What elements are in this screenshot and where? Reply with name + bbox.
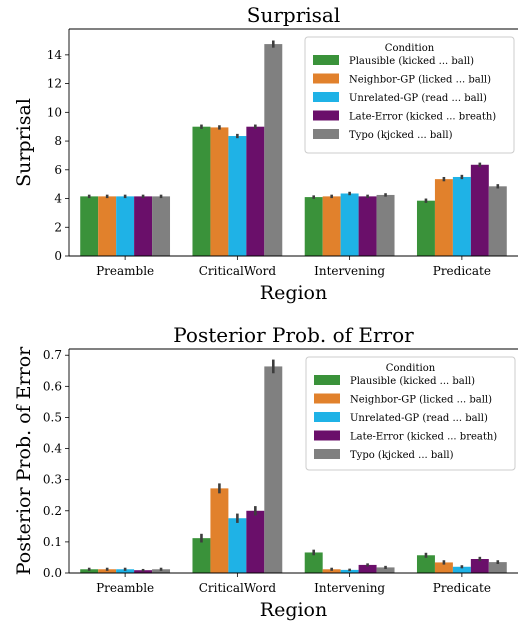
bar-predicate-series-3 — [452, 176, 471, 256]
legend-swatch — [313, 73, 339, 84]
bar-predicate-series-3 — [452, 566, 471, 573]
bar-predicate-series-1 — [416, 200, 435, 256]
legend-swatch — [313, 110, 339, 121]
bar-preamble-series-2 — [98, 569, 117, 573]
bar-predicate-series-2 — [434, 562, 453, 573]
bar-intervening-series-5 — [376, 567, 395, 573]
legend-swatch — [314, 430, 340, 441]
x-tick-label: CriticalWord — [199, 264, 277, 278]
y-tick-label: 4 — [54, 192, 62, 206]
bar-criticalword-series-1 — [192, 538, 211, 573]
x-tick-label: Predicate — [433, 581, 491, 595]
bar-intervening-series-3 — [340, 569, 359, 573]
bar-preamble-series-5 — [152, 196, 171, 256]
legend-entry: Neighbor-GP (licked ... ball) — [350, 395, 492, 406]
x-tick-label: CriticalWord — [199, 581, 277, 595]
bar-intervening-series-3 — [340, 193, 359, 256]
legend-entry: Neighbor-GP (licked ... ball) — [349, 75, 491, 86]
chart-title: Posterior Prob. of Error — [173, 323, 414, 347]
legend-entry: Late-Error (kicked ... breath) — [349, 112, 496, 123]
bar-predicate-series-4 — [470, 559, 489, 573]
y-tick-label: 12 — [47, 77, 62, 91]
x-tick-label: Preamble — [96, 264, 154, 278]
bar-predicate-series-1 — [416, 555, 435, 573]
y-tick-label: 0.4 — [43, 442, 62, 456]
legend-entry: Late-Error (kicked ... breath) — [350, 432, 497, 443]
legend-frame — [305, 356, 516, 471]
bar-intervening-series-2 — [322, 569, 341, 573]
bar-intervening-series-1 — [304, 552, 323, 573]
bar-preamble-series-4 — [134, 570, 153, 573]
legend-swatch — [313, 92, 339, 102]
legend-swatch — [314, 393, 340, 404]
legend-entry: Typo (kjcked ... ball) — [349, 130, 453, 141]
y-tick-label: 6 — [54, 163, 62, 177]
x-tick-label: Preamble — [96, 581, 154, 595]
y-tick-label: 0 — [54, 249, 62, 263]
bar-preamble-series-1 — [80, 196, 99, 256]
y-tick-label: 0.2 — [43, 504, 62, 518]
y-tick-label: 0.6 — [43, 379, 62, 393]
legend-entry: Unrelated-GP (read ... ball) — [350, 413, 488, 424]
legend-title: Condition — [386, 363, 436, 374]
legend-swatch — [313, 129, 339, 139]
bar-intervening-series-2 — [322, 196, 341, 256]
bar-predicate-series-4 — [470, 164, 489, 256]
y-tick-label: 14 — [47, 48, 63, 62]
bar-predicate-series-5 — [488, 562, 507, 573]
legend-swatch — [314, 412, 340, 422]
bar-criticalword-series-5 — [264, 44, 283, 256]
y-tick-label: 0.1 — [43, 535, 62, 549]
legend: Condition Plausible (kicked ... ball) Neig… — [305, 356, 516, 471]
bar-criticalword-series-4 — [246, 510, 265, 573]
bar-intervening-series-5 — [376, 194, 395, 256]
x-tick-label: Intervening — [314, 581, 385, 595]
legend-swatch — [314, 449, 340, 459]
legend-entry: Typo (kjcked ... ball) — [350, 450, 454, 461]
legend: Condition Plausible (kicked ... ball) Neig… — [304, 36, 515, 154]
legend-entry: Unrelated-GP (read ... ball) — [349, 93, 487, 104]
bar-preamble-series-4 — [134, 196, 153, 256]
y-axis-label: Posterior Prob. of Error — [13, 346, 35, 575]
chart-title: Surprisal — [247, 3, 341, 27]
chart-2: Posterior Prob. of Error 0.0 0.1 0.2 0.3 0.4 0… — [13, 323, 518, 621]
bar-criticalword-series-3 — [228, 518, 247, 573]
y-tick-label: 8 — [54, 134, 62, 148]
legend-swatch — [313, 55, 339, 65]
bar-criticalword-series-1 — [192, 126, 211, 257]
bar-preamble-series-2 — [98, 196, 117, 256]
bar-criticalword-series-2 — [210, 127, 229, 257]
y-tick-label: 0.7 — [43, 348, 62, 362]
x-tick-label: Intervening — [314, 264, 385, 278]
bar-intervening-series-4 — [358, 196, 377, 256]
x-axis-label: Region — [260, 599, 327, 621]
legend-entry: Plausible (kicked ... ball) — [349, 56, 474, 67]
bar-criticalword-series-3 — [228, 136, 247, 256]
chart-1: Surprisal 0 2 4 6 8 10 12 14 Preamble CriticalWord… — [13, 3, 518, 304]
bar-criticalword-series-5 — [264, 366, 283, 573]
bar-predicate-series-5 — [488, 186, 507, 256]
bar-predicate-series-2 — [434, 179, 453, 256]
bar-criticalword-series-4 — [246, 126, 265, 257]
x-axis-label: Region — [260, 282, 327, 304]
y-tick-label: 0.0 — [43, 566, 62, 580]
y-tick-label: 2 — [54, 220, 62, 234]
y-tick-label: 0.3 — [43, 473, 62, 487]
bar-preamble-series-1 — [80, 569, 99, 573]
legend-frame — [304, 36, 515, 154]
y-axis-label: Surprisal — [13, 98, 35, 187]
y-tick-label: 0.5 — [43, 410, 62, 424]
legend-entry: Plausible (kicked ... ball) — [350, 376, 475, 387]
y-tick-label: 10 — [47, 105, 62, 119]
legend-swatch — [314, 375, 340, 385]
bar-preamble-series-3 — [116, 569, 135, 573]
bar-intervening-series-4 — [358, 564, 377, 573]
bar-criticalword-series-2 — [210, 488, 229, 573]
bar-preamble-series-3 — [116, 196, 135, 256]
x-tick-label: Predicate — [433, 264, 491, 278]
bar-intervening-series-1 — [304, 197, 323, 256]
bar-preamble-series-5 — [152, 569, 171, 573]
legend-title: Condition — [385, 43, 435, 54]
